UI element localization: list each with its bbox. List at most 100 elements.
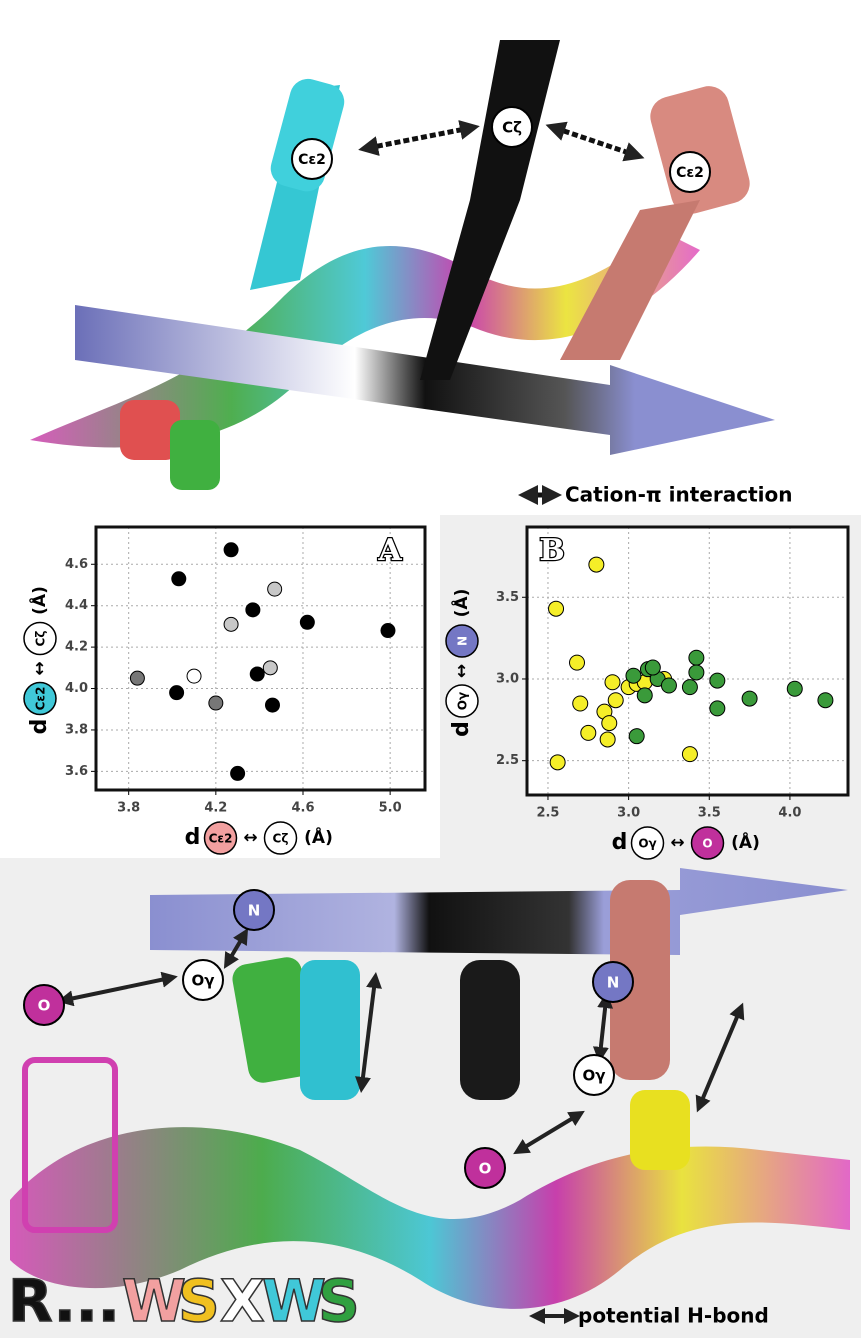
axis-label-part: (Å) (304, 825, 333, 848)
point (589, 557, 604, 572)
axis-label-part: ↔ (670, 833, 684, 853)
point (300, 615, 314, 629)
point (570, 655, 585, 670)
y-tick-label: 3.5 (496, 590, 519, 605)
point (268, 582, 282, 596)
atom-badge: O (24, 985, 64, 1025)
axis-label-part: (Å) (449, 589, 472, 618)
axis-label-part: (Å) (731, 830, 760, 853)
point (581, 725, 596, 740)
y-label: d Cε2 ↔ Cζ (Å) (24, 586, 56, 734)
legend-label: Cation-π interaction (565, 483, 792, 507)
molecule-top (30, 40, 775, 490)
point (246, 603, 260, 617)
atom-label: N (248, 902, 261, 920)
point (682, 680, 697, 695)
point (626, 668, 641, 683)
point (130, 671, 144, 685)
legend-label: potential H-bond (578, 1304, 769, 1328)
axis-label-part: ↔ (30, 661, 50, 675)
motif: R... W S X W S (8, 1267, 360, 1335)
atom-label: O (479, 1160, 492, 1178)
point (689, 650, 704, 665)
point (224, 543, 238, 557)
atom-badge: Oγ (183, 960, 223, 1000)
x-tick-label: 3.8 (117, 801, 140, 816)
axis-label-part: Cε2 (209, 832, 233, 846)
atom-badge: O (465, 1148, 505, 1188)
point (661, 678, 676, 693)
point (263, 661, 277, 675)
point (250, 667, 264, 681)
motif-part: R... (8, 1267, 120, 1335)
point (637, 688, 652, 703)
axis-label-part: Oγ (638, 837, 656, 851)
atom-badge: N (593, 962, 633, 1002)
point (573, 696, 588, 711)
point (645, 660, 660, 675)
axis-label-part: Cζ (34, 631, 48, 647)
point (689, 665, 704, 680)
atom-badge: Cε2 (292, 139, 332, 179)
point (224, 617, 238, 631)
y-tick-label: 3.8 (65, 722, 88, 737)
axis-label-part: d (185, 825, 201, 850)
x-tick-label: 3.0 (617, 806, 640, 821)
y-tick-label: 3.6 (65, 764, 88, 779)
point (381, 624, 395, 638)
point (608, 693, 623, 708)
atom-label: Cε2 (676, 165, 704, 181)
point (172, 572, 186, 586)
point (710, 701, 725, 716)
point (602, 716, 617, 731)
point (710, 673, 725, 688)
axis-label-part: Cζ (273, 832, 289, 846)
motif-part: W (262, 1267, 326, 1335)
axis-label-part: N (456, 636, 470, 646)
panel-letter: B (539, 533, 564, 568)
atom-label: Oγ (583, 1067, 606, 1085)
atom-label: O (38, 997, 51, 1015)
axis-label-part: (Å) (27, 586, 50, 615)
motif-part: W (122, 1267, 186, 1335)
y-tick-label: 4.0 (65, 681, 88, 696)
point (187, 669, 201, 683)
point (605, 675, 620, 690)
point (787, 681, 802, 696)
atom-badge: Cζ (492, 107, 532, 147)
x-tick-label: 4.6 (291, 801, 314, 816)
axis-label-part: d (449, 721, 474, 737)
atom-badge: Oγ (574, 1055, 614, 1095)
x-tick-label: 4.0 (778, 806, 801, 821)
axis-label-part: Oγ (456, 692, 470, 710)
axis-label-part: ↔ (452, 664, 472, 678)
figure: Cε2 Cζ Cε2 Cation-π interaction 3.8 4.2 4.… (0, 0, 861, 1338)
x-tick-label: 4.2 (204, 801, 227, 816)
motif-part: S (318, 1267, 360, 1335)
scatter-chart: 3.8 4.2 4.6 5.0 3.6 3.8 4.0 4.2 4.4 4.6 Ad Cε2 ↔ Cζ (Å… (24, 527, 425, 854)
atom-badge: N (234, 890, 274, 930)
atom-badge: Cε2 (670, 152, 710, 192)
point (629, 729, 644, 744)
x-tick-label: 3.5 (698, 806, 721, 821)
y-tick-label: 4.4 (65, 598, 88, 613)
point (231, 766, 245, 780)
axis-label-part: Cε2 (34, 687, 48, 711)
atom-label: Cε2 (298, 152, 326, 168)
axis-label-part: O (702, 837, 712, 851)
axis-label-part: d (612, 830, 628, 855)
point (550, 755, 565, 770)
point (170, 686, 184, 700)
y-tick-label: 4.2 (65, 640, 88, 655)
atom-label: N (607, 974, 620, 992)
y-tick-label: 4.6 (65, 557, 88, 572)
point (600, 732, 615, 747)
x-tick-label: 2.5 (536, 806, 559, 821)
point (549, 601, 564, 616)
x-tick-label: 5.0 (379, 801, 402, 816)
atom-label: Oγ (192, 972, 215, 990)
panel-letter: A (377, 533, 402, 568)
y-tick-label: 3.0 (496, 671, 519, 686)
point (265, 698, 279, 712)
axis-label-part: d (27, 719, 52, 735)
